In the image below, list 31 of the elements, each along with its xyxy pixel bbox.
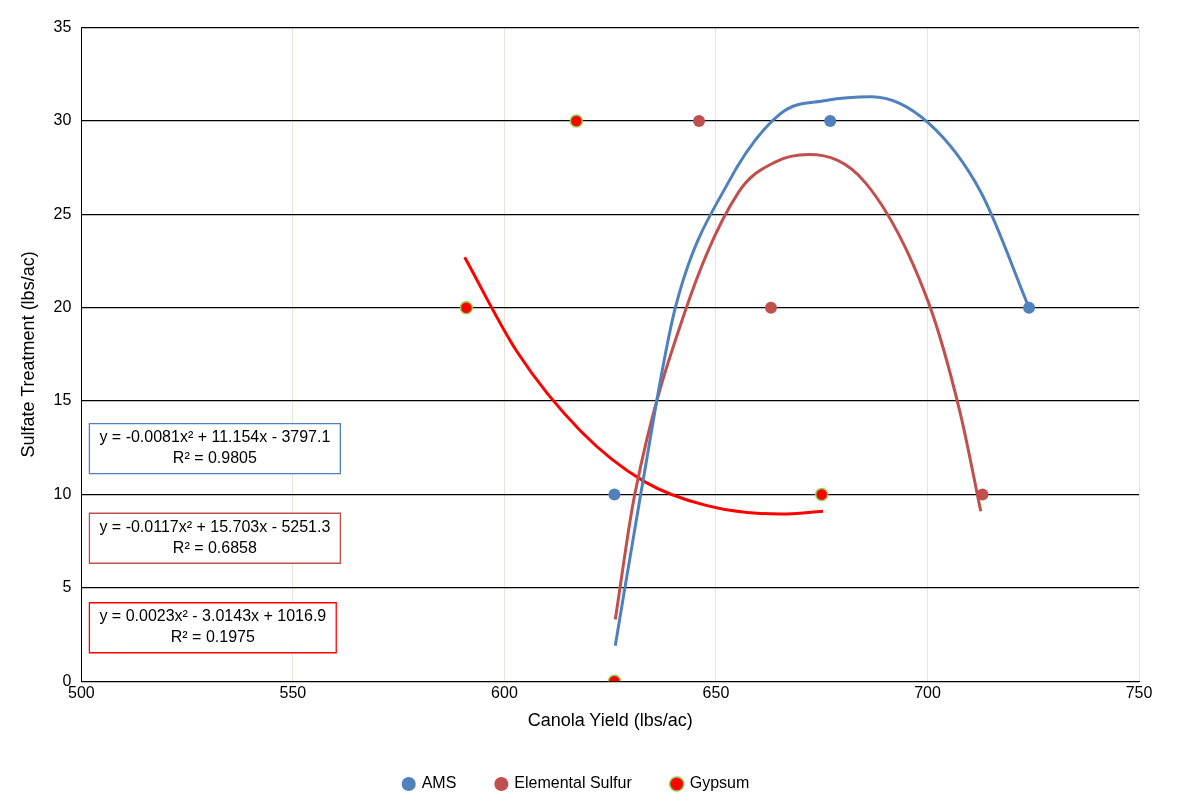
legend-label: Gypsum (689, 774, 750, 792)
annotation: y = -0.0117x² + 15.703x - 5251.3 R² = 0.6858 (99, 517, 331, 556)
y-tick-label: 25 (53, 204, 72, 222)
point (1023, 301, 1036, 314)
x-tick-label: 650 (702, 684, 730, 702)
x-tick-label: 600 (491, 684, 518, 702)
y-tick-label: 30 (53, 111, 72, 129)
annotation: y = 0.0023x² - 3.0143x + 1016.9 R² = 0.1975 (99, 607, 327, 646)
y-tick-label: 20 (53, 298, 72, 316)
point (976, 488, 989, 501)
point (459, 300, 474, 315)
y-tick-label: 35 (53, 18, 72, 36)
y-tick-label: 5 (62, 578, 72, 596)
x-tick-label: 500 (68, 684, 95, 702)
annotation: y = -0.0081x² + 11.154x - 3797.1 R² = 0.9805 (99, 428, 331, 467)
point (693, 114, 706, 127)
y-axis-title: Sulfate Treatment (lbs/ac) (17, 251, 38, 458)
point (814, 487, 829, 502)
point (569, 114, 584, 128)
x-tick-label: 750 (1125, 684, 1153, 702)
point (824, 114, 837, 127)
legend-label: Elemental Sulfur (514, 774, 633, 792)
x-tick-label: 550 (279, 684, 307, 702)
legend-label: AMS (421, 774, 457, 792)
line-series (463, 255, 825, 516)
point (764, 301, 777, 314)
y-tick-label: 15 (53, 391, 72, 409)
point (608, 488, 621, 501)
x-tick-label: 700 (914, 684, 941, 702)
y-tick-label: 10 (53, 484, 72, 502)
x-axis-title: Canola Yield (lbs/ac) (527, 710, 693, 731)
